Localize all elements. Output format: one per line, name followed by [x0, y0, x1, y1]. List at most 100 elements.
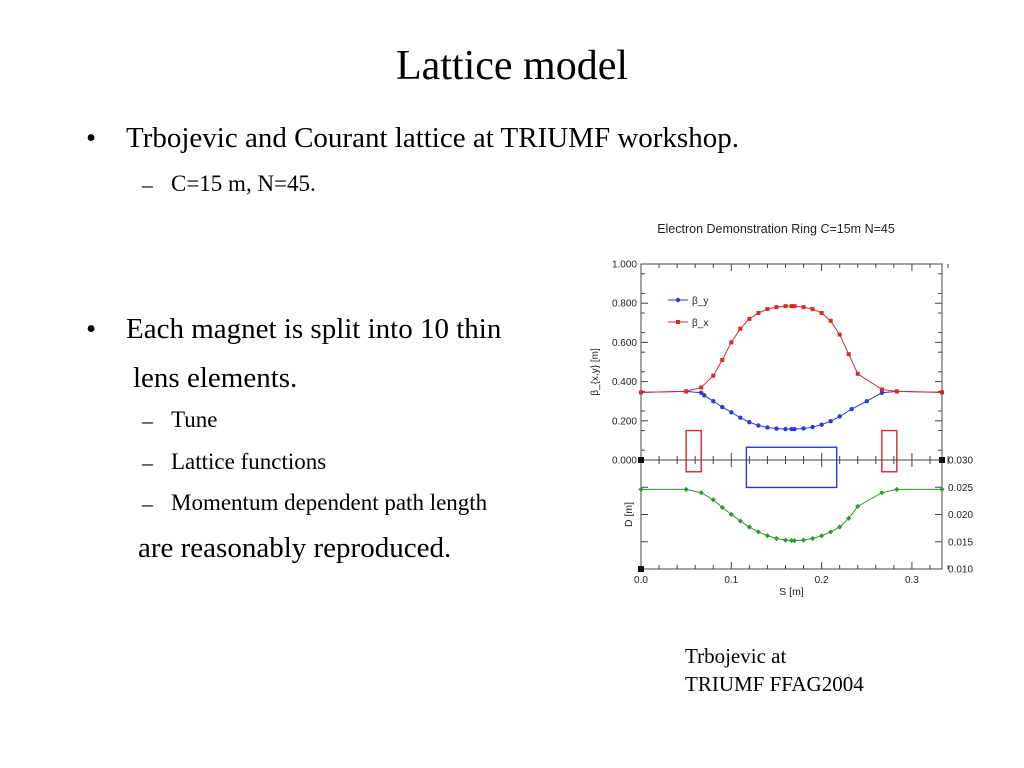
focusing-magnet [881, 429, 898, 473]
data-point-beta-x [720, 358, 725, 363]
defocusing-magnet [745, 446, 838, 489]
data-point-beta-x [801, 305, 806, 310]
bullet-text-line1: Each magnet is split into 10 thin [126, 313, 502, 345]
y-tick-label: 0.000 [612, 456, 637, 467]
slide-title: Lattice model [395, 43, 629, 89]
data-point-beta-y [792, 426, 797, 432]
y-tick-label: 0.800 [612, 299, 637, 310]
data-point-dispersion [879, 490, 885, 496]
data-point-beta-y [801, 426, 806, 431]
axis-corner-marker [638, 457, 644, 463]
data-point-beta-x [810, 307, 815, 312]
data-point-beta-x [879, 387, 884, 392]
data-point-dispersion [846, 515, 852, 521]
data-point-beta-x [756, 311, 761, 315]
data-point-beta-y [819, 422, 824, 427]
data-point-beta-x [783, 304, 788, 309]
sub-bullet-text: Momentum dependent path length [171, 490, 488, 515]
data-point-beta-x [639, 390, 643, 395]
data-point-dispersion [855, 503, 861, 509]
figure-caption: Trbojevic at TRIUMF FFAG2004 [685, 642, 864, 698]
data-point-beta-x [711, 373, 716, 378]
series-line-beta-x [640, 305, 943, 393]
x-tick-label: 0.1 [724, 575, 738, 586]
y-axis-label: β_{x,y} [m] [590, 348, 601, 396]
data-point-beta-y [849, 406, 854, 412]
bullet-marker: • [86, 122, 97, 154]
x-tick-label: 0.3 [905, 575, 919, 586]
y-tick-label: 0.400 [612, 377, 637, 388]
lower-plot-frame [640, 459, 943, 570]
data-point-dispersion [828, 529, 834, 535]
data-point-beta-y [864, 399, 869, 404]
dash-marker: – [142, 491, 153, 516]
data-point-beta-x [774, 305, 779, 310]
data-point-dispersion [837, 524, 843, 530]
series-line-beta-y [640, 390, 943, 430]
data-point-beta-x [738, 326, 743, 331]
focusing-magnet [685, 429, 702, 473]
data-point-beta-y [699, 390, 704, 395]
y-tick-label: 0.010 [948, 565, 973, 576]
data-point-beta-x [684, 389, 689, 394]
data-point-dispersion [746, 524, 752, 530]
data-point-dispersion [800, 537, 807, 543]
dash-marker: – [142, 172, 153, 197]
data-point-beta-x [792, 304, 797, 309]
data-point-dispersion [683, 486, 689, 493]
data-point-dispersion [764, 533, 771, 539]
data-point-dispersion [939, 486, 945, 493]
y-axis-label: D [m] [623, 502, 635, 527]
x-tick-label: 0.0 [634, 575, 648, 586]
axis-corner-marker [939, 457, 945, 463]
bullet-marker: • [86, 313, 97, 345]
data-point-dispersion [791, 538, 798, 544]
data-point-dispersion [710, 497, 716, 503]
legend-marker [675, 297, 681, 303]
y-tick-label: 0.200 [612, 416, 637, 427]
upper-plot: 0.000 0.200 0.400 0.600 0.800 1.000 β_{x,y} [m… [590, 260, 949, 489]
data-point-dispersion [819, 533, 825, 539]
y-tick-label: 0.030 [948, 456, 973, 467]
x-axis-label: S [m] [779, 586, 804, 598]
lower-plot: 0.010 0.015 0.020 0.025 0.030 0.0 0.1 0.2 0.3 S [… [623, 456, 973, 599]
data-point-beta-y [765, 425, 770, 430]
data-point-dispersion [773, 535, 780, 542]
caption-line: TRIUMF FFAG2004 [685, 672, 864, 696]
data-point-beta-x [894, 389, 899, 394]
data-point-beta-x [846, 352, 851, 357]
data-point-beta-y [783, 426, 788, 432]
bullet-text-line2: lens elements. [133, 362, 298, 394]
data-point-dispersion [698, 490, 704, 496]
axis-corner-marker [638, 566, 644, 572]
legend-label: β_y [692, 296, 708, 307]
data-point-dispersion [737, 518, 743, 524]
data-point-beta-y [702, 393, 707, 398]
caption-line: Trbojevic at [685, 644, 787, 668]
data-point-beta-x [828, 318, 833, 323]
data-point-beta-x [765, 307, 770, 312]
data-point-beta-y [879, 390, 885, 395]
data-point-beta-x [819, 311, 824, 315]
y-tick-label: 0.015 [948, 537, 973, 548]
data-point-dispersion [894, 486, 900, 493]
y-tick-label: 0.020 [948, 510, 973, 521]
data-point-beta-y [720, 404, 725, 410]
bullet-tail-text: are reasonably reproduced. [138, 532, 452, 564]
x-tick-label: 0.2 [815, 575, 829, 586]
data-point-beta-x [699, 385, 704, 390]
data-point-beta-x [855, 371, 860, 376]
bullet-text: Trbojevic and Courant lattice at TRIUMF … [126, 122, 739, 154]
data-point-beta-y [774, 426, 779, 431]
data-point-beta-y [756, 423, 761, 428]
chart-title: Electron Demonstration Ring C=15m N=45 [657, 222, 895, 236]
data-point-dispersion [809, 535, 816, 542]
sub-bullet-text: Tune [171, 407, 218, 432]
data-point-beta-y [810, 424, 815, 430]
sub-bullet-text: Lattice functions [171, 449, 327, 474]
sub-bullet-text: C=15 m, N=45. [171, 171, 316, 196]
data-point-dispersion [638, 486, 644, 493]
y-tick-label: 0.025 [948, 483, 973, 494]
data-point-beta-y [837, 414, 842, 419]
data-point-dispersion [755, 529, 762, 535]
